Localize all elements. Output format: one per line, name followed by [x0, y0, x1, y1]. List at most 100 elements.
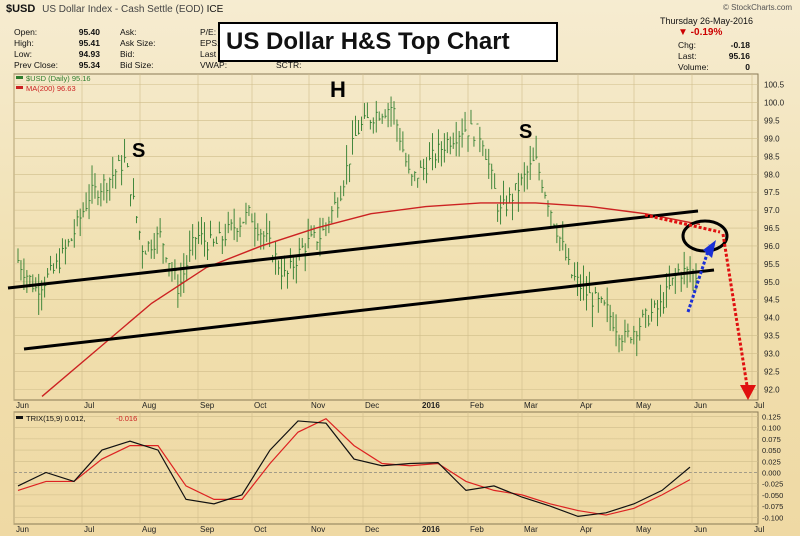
trix-legend-entry: TRIX(15,9) 0.012,: [26, 414, 86, 423]
trix-legend-swatch: [16, 416, 23, 419]
projection-blue-up: [686, 244, 712, 313]
x-tick-label: Jul: [754, 401, 764, 410]
quote-label: Prev Close:: [14, 60, 58, 70]
x-tick-label: Feb: [470, 401, 484, 410]
annotation-head: H: [330, 77, 346, 102]
ma200-line: [41, 202, 701, 397]
legend-entry: MA(200) 96.63: [26, 84, 76, 93]
x-tick-label: Jul: [84, 401, 94, 410]
trix-x-tick-label: Feb: [470, 525, 484, 534]
y-tick-label: 95.5: [764, 260, 780, 269]
trix-x-tick-label: Jun: [16, 525, 29, 534]
ticker-name: US Dollar Index - Cash Settle (EOD): [42, 4, 204, 15]
trix-x-tick-label: Mar: [524, 525, 538, 534]
quote-value: 94.93: [78, 49, 100, 59]
y-tick-label: 93.5: [764, 332, 780, 341]
y-tick-label: 93.0: [764, 349, 780, 358]
y-tick-label: 97.0: [764, 206, 780, 215]
trix-y-tick-label: 0.025: [762, 457, 781, 466]
quote-mid-label: Last: [200, 49, 217, 59]
x-tick-label: 2016: [422, 401, 440, 410]
trix-y-tick-label: 0.100: [762, 424, 781, 433]
trix-y-tick-label: -0.025: [762, 480, 783, 489]
legend-swatch: [16, 76, 23, 79]
quote-mid-label: VWAP:: [200, 60, 228, 70]
y-tick-label: 98.0: [764, 170, 780, 179]
y-tick-label: 98.5: [764, 152, 780, 161]
price-panel-border: [13, 73, 759, 401]
trix-y-tick-label: 0.000: [762, 468, 781, 477]
legend-swatch: [16, 86, 23, 89]
trix-y-tick-label: 0.125: [762, 412, 781, 421]
trix-panel-border: [13, 411, 759, 525]
y-tick-label: 92.0: [764, 385, 780, 394]
watermark: © StockCharts.com: [722, 3, 792, 12]
quote-value: 0: [745, 62, 750, 72]
y-tick-label: 100.5: [764, 81, 785, 90]
quote-mid-label: SCTR:: [276, 60, 302, 70]
y-tick-label: 97.5: [764, 188, 780, 197]
trix-x-tick-label: Aug: [142, 525, 156, 534]
trix-legend-entry: -0.016: [116, 414, 137, 423]
trix-x-tick-label: Jun: [694, 525, 707, 534]
x-tick-label: Nov: [311, 401, 325, 410]
trix-x-tick-label: Oct: [254, 525, 267, 534]
legend-entry: $USD (Daily) 95.16: [26, 74, 91, 83]
y-tick-label: 99.0: [764, 134, 780, 143]
quote-label: Open:: [14, 27, 38, 37]
ticker-header: $USD US Dollar Index - Cash Settle (EOD)…: [6, 3, 223, 15]
x-tick-label: Sep: [200, 401, 215, 410]
trix-x-tick-label: Sep: [200, 525, 215, 534]
quote-label: Last:: [678, 51, 697, 61]
quote-mid-label: Bid:: [120, 49, 135, 59]
trix-x-tick-label: Dec: [365, 525, 379, 534]
y-tick-label: 92.5: [764, 367, 780, 376]
trix-y-tick-label: -0.050: [762, 491, 783, 500]
y-tick-label: 96.0: [764, 242, 780, 251]
neckline-lower: [23, 268, 715, 351]
quote-mid-label: Ask Size:: [120, 38, 156, 48]
x-tick-label: Mar: [524, 401, 538, 410]
trix-x-tick-label: 2016: [422, 525, 440, 534]
quote-mid-label: Ask:: [120, 27, 137, 37]
trix-y-tick-label: -0.100: [762, 513, 783, 522]
trix-y-tick-label: -0.075: [762, 502, 783, 511]
quote-value: -0.18: [730, 40, 750, 50]
trix-y-tick-label: 0.050: [762, 446, 781, 455]
x-tick-label: Aug: [142, 401, 156, 410]
trix-x-tick-label: Jul: [754, 525, 764, 534]
x-tick-label: Jun: [16, 401, 29, 410]
quote-label: High:: [14, 38, 34, 48]
ticker-symbol: $USD: [6, 3, 36, 15]
projection-red-down: [721, 233, 750, 393]
quote-value: 95.34: [78, 60, 100, 70]
quote-label: Volume:: [678, 62, 709, 72]
y-tick-label: 95.0: [764, 278, 780, 287]
neckline-upper: [7, 209, 699, 290]
trix-signal-line: [17, 417, 691, 516]
quote-value: 95.40: [78, 27, 100, 37]
annotation-left-shoulder: S: [132, 140, 145, 162]
chart-title: US Dollar H&S Top Chart: [218, 22, 558, 62]
arrowhead-blue: [703, 240, 716, 258]
x-tick-label: Apr: [580, 401, 593, 410]
trix-x-tick-label: May: [636, 525, 651, 534]
x-tick-label: Jun: [694, 401, 707, 410]
quote-value: 95.16: [728, 51, 750, 61]
trix-x-tick-label: Apr: [580, 525, 593, 534]
trix-x-tick-label: Nov: [311, 525, 325, 534]
annotation-right-shoulder: S: [519, 121, 532, 143]
change-pct: ▼ -0.19%: [678, 27, 723, 38]
quote-label: Low:: [14, 49, 32, 59]
x-tick-label: Dec: [365, 401, 379, 410]
y-tick-label: 94.5: [764, 296, 780, 305]
trix-x-tick-label: Jul: [84, 525, 94, 534]
x-tick-label: May: [636, 401, 651, 410]
projection-red-dotted: [644, 213, 721, 234]
arrowhead-red: [740, 385, 756, 400]
y-tick-label: 94.0: [764, 314, 780, 323]
y-tick-label: 100.0: [764, 99, 785, 108]
ticker-exchange: ICE: [206, 4, 224, 15]
